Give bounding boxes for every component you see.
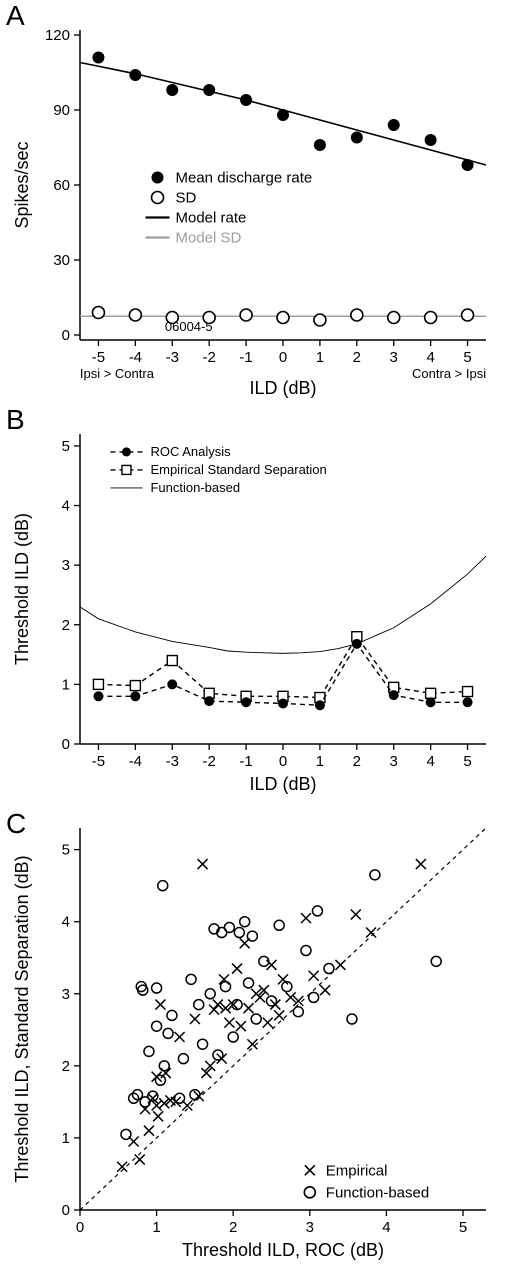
svg-text:3: 3 [62,986,70,1003]
svg-text:1: 1 [152,1219,160,1236]
svg-text:Contra > Ipsi: Contra > Ipsi [412,366,486,381]
svg-text:-2: -2 [203,753,216,770]
svg-text:Spikes/sec: Spikes/sec [12,141,32,228]
svg-text:3: 3 [306,1219,314,1236]
svg-text:60: 60 [53,177,70,194]
svg-text:0: 0 [279,753,287,770]
svg-text:2: 2 [353,753,361,770]
svg-text:Mean discharge rate: Mean discharge rate [176,170,313,187]
svg-text:Function-based: Function-based [326,1184,429,1201]
svg-text:-1: -1 [239,349,252,366]
svg-text:1: 1 [316,753,324,770]
svg-text:4: 4 [426,349,434,366]
svg-text:2: 2 [229,1219,237,1236]
svg-text:-4: -4 [129,349,142,366]
svg-text:Threshold ILD, ROC (dB): Threshold ILD, ROC (dB) [182,1240,384,1260]
panel-b-chart: -5 -4 -3 -2 -1 0 1 2 3 4 5 0 1 2 3 4 5 ILD (dB) Threshold … [0,414,506,814]
svg-text:5: 5 [62,842,70,859]
svg-text:5: 5 [463,349,471,366]
svg-text:5: 5 [463,753,471,770]
svg-text:-3: -3 [166,349,179,366]
svg-text:5: 5 [62,438,70,455]
svg-text:0: 0 [62,327,70,344]
svg-text:2: 2 [62,1058,70,1075]
svg-text:Function-based: Function-based [150,480,240,495]
svg-text:4: 4 [426,753,434,770]
svg-text:4: 4 [382,1219,390,1236]
svg-text:0: 0 [62,1202,70,1219]
svg-text:-4: -4 [129,753,142,770]
svg-text:Threshold ILD, Standard Separa: Threshold ILD, Standard Separation (dB) [12,855,32,1182]
svg-text:-3: -3 [166,753,179,770]
svg-text:ILD (dB): ILD (dB) [249,774,316,794]
svg-text:5: 5 [459,1219,467,1236]
svg-text:3: 3 [390,753,398,770]
svg-text:-2: -2 [203,349,216,366]
svg-text:30: 30 [53,252,70,269]
svg-text:-1: -1 [239,753,252,770]
svg-text:Model rate: Model rate [176,210,247,227]
svg-text:90: 90 [53,102,70,119]
svg-text:1: 1 [316,349,324,366]
svg-text:1: 1 [62,676,70,693]
svg-text:-5: -5 [92,753,105,770]
svg-text:4: 4 [62,914,70,931]
svg-text:2: 2 [62,617,70,634]
svg-text:ROC Analysis: ROC Analysis [150,444,231,459]
svg-text:4: 4 [62,498,70,515]
svg-text:120: 120 [45,27,70,44]
svg-text:Ipsi > Contra: Ipsi > Contra [80,366,155,381]
svg-text:0: 0 [62,736,70,753]
svg-text:0: 0 [76,1219,84,1236]
svg-text:Model SD: Model SD [176,230,242,247]
svg-text:SD: SD [176,190,197,207]
panel-c-chart: 0 1 2 3 4 5 0 1 2 3 4 5 Threshold ILD, ROC (dB) Thres… [0,818,506,1280]
svg-text:3: 3 [62,557,70,574]
svg-text:1: 1 [62,1130,70,1147]
svg-text:-5: -5 [92,349,105,366]
panel-a-chart: -5 -4 -3 -2 -1 0 1 2 3 4 5 0 30 60 90 120 Ipsi > Contra C… [0,10,506,410]
svg-text:0: 0 [279,349,287,366]
svg-text:ILD (dB): ILD (dB) [249,378,316,398]
figure-root: A -5-4-3-2-10123450306090120Ipsi > Contr… [0,0,506,1280]
svg-text:2: 2 [353,349,361,366]
svg-text:Empirical: Empirical [326,1162,388,1179]
svg-text:3: 3 [390,349,398,366]
svg-text:Empirical Standard Separation: Empirical Standard Separation [150,462,326,477]
svg-text:Threshold ILD (dB): Threshold ILD (dB) [12,513,32,665]
